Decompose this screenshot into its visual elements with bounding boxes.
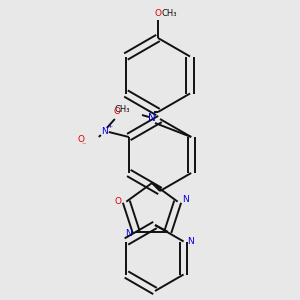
Text: N: N [188,237,194,246]
Text: O: O [154,9,161,18]
Text: +: + [107,124,112,128]
Text: ⁻: ⁻ [82,140,86,149]
Text: N: N [148,113,156,123]
Text: CH₃: CH₃ [162,9,178,18]
Text: N: N [101,128,108,136]
Text: O: O [78,134,85,143]
Text: O: O [113,107,120,116]
Text: N: N [125,229,132,238]
Text: O: O [114,197,121,206]
Text: CH₃: CH₃ [115,106,130,115]
Text: N: N [182,195,188,204]
